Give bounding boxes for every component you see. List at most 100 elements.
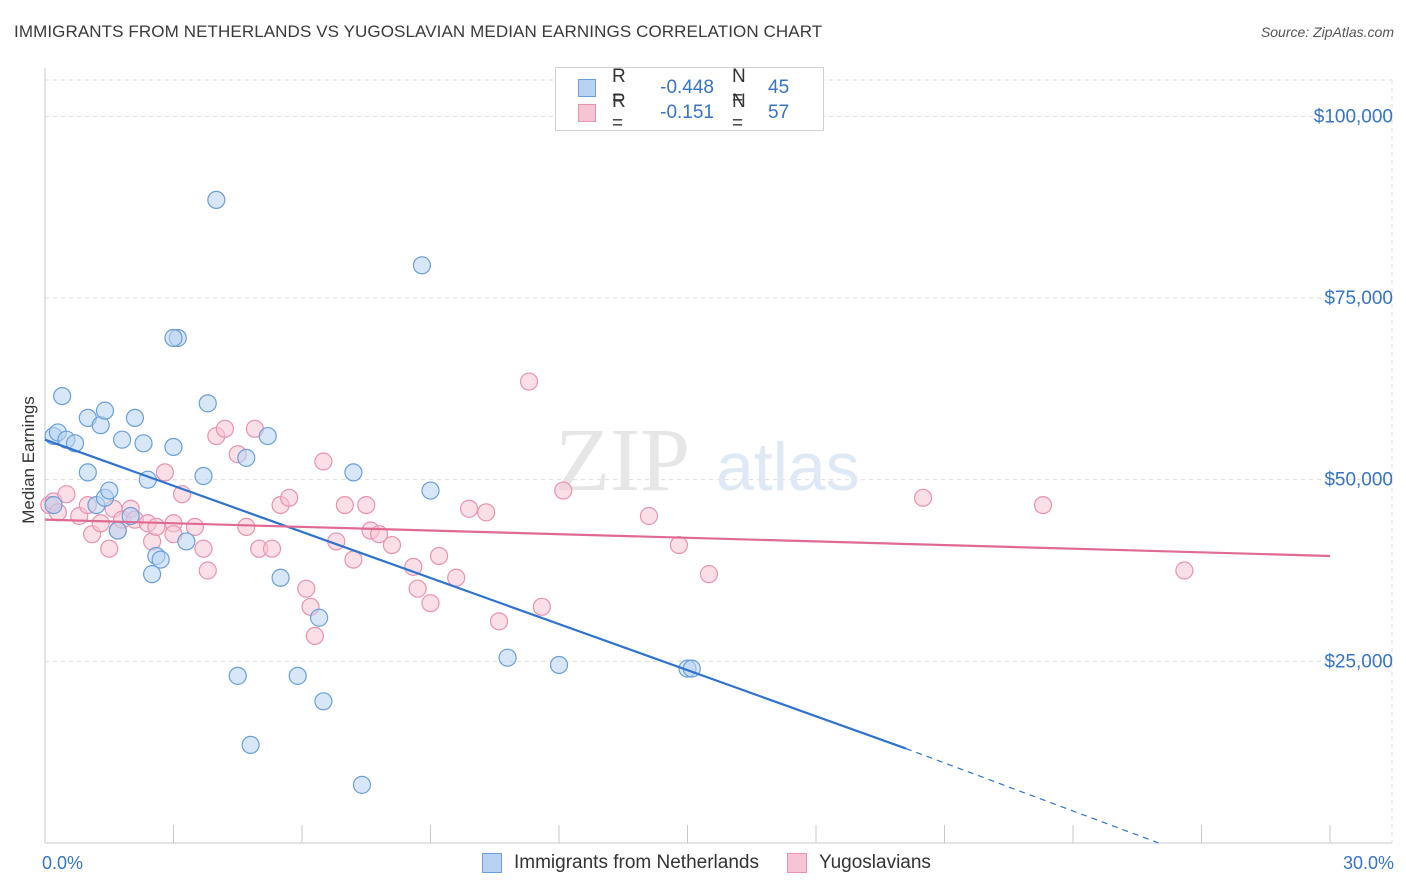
point-netherlands: [271, 568, 290, 587]
point-yugoslavians: [408, 579, 427, 598]
legend-n-value: 45: [768, 77, 790, 98]
gridlines: [45, 79, 1393, 843]
point-netherlands: [237, 448, 256, 467]
series-netherlands: [44, 190, 701, 794]
point-netherlands: [164, 328, 183, 348]
series-swatch-yugoslavians: [786, 853, 807, 873]
point-netherlands: [549, 655, 569, 675]
legend-row-yugoslavians: R = -0.151 N = 57: [578, 91, 790, 134]
point-yugoslavians: [489, 612, 509, 631]
legend: R = -0.448 N = 45 R = -0.151 N = 57: [555, 66, 824, 134]
point-yugoslavians: [280, 488, 299, 507]
point-yugoslavians: [194, 539, 213, 558]
point-netherlands: [352, 775, 372, 794]
point-yugoslavians: [100, 539, 119, 558]
point-yugoslavians: [554, 481, 573, 500]
legend-swatch-yugoslavians: [578, 104, 596, 122]
point-yugoslavians: [477, 503, 496, 522]
legend-r-label: R =: [612, 91, 626, 134]
series-name-yugoslavians: Yugoslavians: [818, 852, 931, 873]
trend-line-netherlands-extension: [905, 747, 1159, 844]
point-yugoslavians: [305, 626, 324, 646]
legend-r-label: R =: [612, 66, 626, 109]
point-yugoslavians: [262, 539, 282, 558]
point-yugoslavians: [519, 372, 539, 391]
legend-n-label: N =: [732, 91, 746, 134]
watermark: ZIP atlas: [555, 411, 860, 510]
legend-r-value: -0.151: [660, 102, 714, 123]
legend-r-value: -0.448: [660, 77, 714, 98]
point-yugoslavians: [344, 550, 363, 569]
point-yugoslavians: [1033, 496, 1053, 515]
point-netherlands: [151, 550, 170, 569]
point-yugoslavians: [91, 514, 110, 533]
point-netherlands: [412, 256, 432, 275]
point-netherlands: [164, 437, 183, 457]
point-netherlands: [53, 387, 72, 406]
chart-title: IMMIGRANTS FROM NETHERLANDS VS YUGOSLAVI…: [14, 22, 823, 41]
chart-source: Source: ZipAtlas.com: [1260, 24, 1394, 40]
point-netherlands: [100, 481, 119, 500]
point-netherlands: [288, 666, 307, 685]
point-netherlands: [44, 496, 63, 515]
point-netherlands: [207, 190, 226, 209]
point-yugoslavians: [669, 535, 689, 555]
point-netherlands: [241, 735, 260, 755]
y-tick-label: $75,000: [1324, 288, 1393, 309]
point-netherlands: [314, 692, 333, 711]
point-yugoslavians: [459, 499, 479, 518]
point-netherlands: [228, 666, 247, 685]
point-yugoslavians: [357, 496, 376, 515]
point-netherlands: [121, 506, 140, 526]
point-netherlands: [498, 648, 517, 667]
point-yugoslavians: [382, 535, 402, 555]
x-tick-labels: 0.0% 30.0%: [42, 853, 1394, 873]
axes: [44, 68, 1392, 844]
trend-lines: [44, 438, 1331, 844]
series-name-netherlands: Immigrants from Netherlands: [514, 852, 759, 873]
point-yugoslavians: [147, 517, 166, 537]
point-netherlands: [125, 408, 145, 427]
point-yugoslavians: [532, 597, 551, 616]
y-tick-label: $25,000: [1324, 651, 1393, 672]
point-yugoslavians: [699, 565, 719, 584]
point-netherlands: [421, 481, 440, 500]
point-netherlands: [108, 521, 127, 540]
series-legend: Immigrants from Netherlands Yugoslavians: [482, 852, 959, 874]
point-yugoslavians: [421, 594, 440, 613]
point-netherlands: [134, 434, 153, 453]
y-tick-labels: $25,000 $50,000 $75,000 $100,000: [1314, 106, 1393, 672]
watermark-atlas: atlas: [716, 429, 860, 505]
point-netherlands: [344, 463, 363, 482]
series-legend-yugoslavians: Yugoslavians: [786, 852, 931, 874]
point-yugoslavians: [335, 496, 354, 515]
point-yugoslavians: [639, 506, 659, 526]
point-netherlands: [198, 394, 217, 413]
y-axis-label: Median Earnings: [19, 396, 38, 524]
point-yugoslavians: [155, 463, 175, 482]
trend-line-yugoslavians: [44, 518, 1331, 558]
y-tick-label: $100,000: [1314, 106, 1393, 127]
point-netherlands: [65, 434, 85, 453]
point-netherlands: [258, 426, 277, 446]
point-netherlands: [112, 430, 132, 449]
x-tick-label: 0.0%: [42, 853, 83, 873]
y-tick-label: $50,000: [1324, 470, 1393, 491]
series-legend-netherlands: Immigrants from Netherlands: [482, 852, 759, 874]
point-netherlands: [78, 463, 97, 482]
point-yugoslavians: [215, 419, 234, 438]
series-swatch-netherlands: [482, 853, 502, 873]
point-netherlands: [177, 532, 196, 551]
point-yugoslavians: [237, 517, 256, 537]
point-yugoslavians: [913, 488, 933, 507]
point-netherlands: [95, 401, 115, 420]
point-yugoslavians: [185, 517, 205, 537]
point-yugoslavians: [429, 546, 449, 566]
legend-n-value: 57: [768, 102, 790, 123]
point-netherlands: [142, 565, 162, 584]
point-yugoslavians: [314, 452, 333, 471]
legend-swatch-netherlands: [578, 79, 596, 97]
x-tick-label: 30.0%: [1343, 853, 1394, 873]
legend-n-label: N =: [732, 66, 746, 109]
